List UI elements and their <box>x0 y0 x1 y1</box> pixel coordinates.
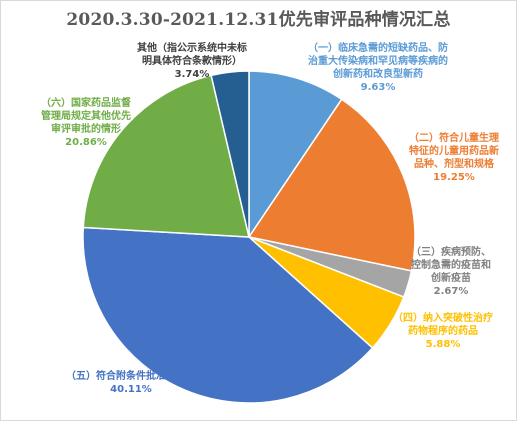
slice-label-4-line-2: 药物程序的药品 <box>408 326 478 337</box>
slice-label-6-line-1: （六）国家药品监督 <box>41 98 131 109</box>
slice-label-3-line-2: 控制急需的疫苗和 <box>411 260 491 271</box>
slice-label-6-line-2: 管理局规定其他优先 <box>41 111 131 122</box>
slice-label-7-line-1: 其他（指公示系统中未标 <box>137 43 247 54</box>
slice-label-7-value: 3.74% <box>174 69 210 80</box>
slice-label-6: （六）国家药品监督 管理局规定其他优先 审评审批的情形 20.86% <box>19 97 153 149</box>
slice-label-1-value: 9.63% <box>360 82 396 93</box>
slice-label-4-line-1: （四）纳入突破性治疗 <box>393 313 493 324</box>
slice-label-1-line-2: 治重大传染病和罕见病等疾病的 <box>308 56 448 67</box>
pie-slice-1 <box>248 70 343 240</box>
slice-label-2-line-3: 品种、剂型和规格 <box>414 159 494 170</box>
slice-label-2-line-1: （二）符合儿童生理 <box>409 133 499 144</box>
slice-label-5-value: 40.11% <box>110 384 152 395</box>
slice-label-2: （二）符合儿童生理 特征的儿童用药品新 品种、剂型和规格 19.25% <box>393 132 515 184</box>
slice-label-3: （三）疾病预防、 控制急需的疫苗和 创新疫苗 2.67% <box>393 246 509 298</box>
pie-slice-5 <box>82 226 374 404</box>
slice-label-6-line-3: 审评审批的情形 <box>51 124 121 135</box>
slice-label-3-value: 2.67% <box>433 286 469 297</box>
slice-label-3-line-1: （三）疾病预防、 <box>411 247 491 258</box>
chart-title: 2020.3.30-2021.12.31优先审评品种情况汇总 <box>66 10 451 30</box>
slice-label-1: （一）临床急需的短缺药品、防 治重大传染病和罕见病等疾病的 创新药和改良型新药 … <box>289 42 467 94</box>
slice-label-7: 其他（指公示系统中未标 明具体符合条款情形） 3.74% <box>118 42 266 81</box>
pie-slice-7 <box>210 70 250 238</box>
slice-label-2-line-2: 特征的儿童用药品新 <box>409 146 499 157</box>
slice-label-1-line-3: 创新药和改良型新药 <box>333 69 423 80</box>
slice-label-1-line-1: （一）临床急需的短缺药品、防 <box>308 43 448 54</box>
pie-slice-2 <box>247 98 416 272</box>
slice-label-3-line-3: 创新疫苗 <box>431 273 471 284</box>
slice-label-6-value: 20.86% <box>65 137 107 148</box>
slice-label-5-line-1: （五）符合附条件批准的药品 <box>66 371 196 382</box>
slice-label-4-value: 5.88% <box>425 339 461 350</box>
slice-label-5: （五）符合附条件批准的药品 40.11% <box>41 370 221 396</box>
slice-label-2-value: 19.25% <box>433 172 475 183</box>
slice-label-4: （四）纳入突破性治疗 药物程序的药品 5.88% <box>375 312 511 351</box>
slice-label-7-line-2: 明具体符合条款情形） <box>142 56 242 67</box>
pie-slice-6 <box>82 74 250 238</box>
